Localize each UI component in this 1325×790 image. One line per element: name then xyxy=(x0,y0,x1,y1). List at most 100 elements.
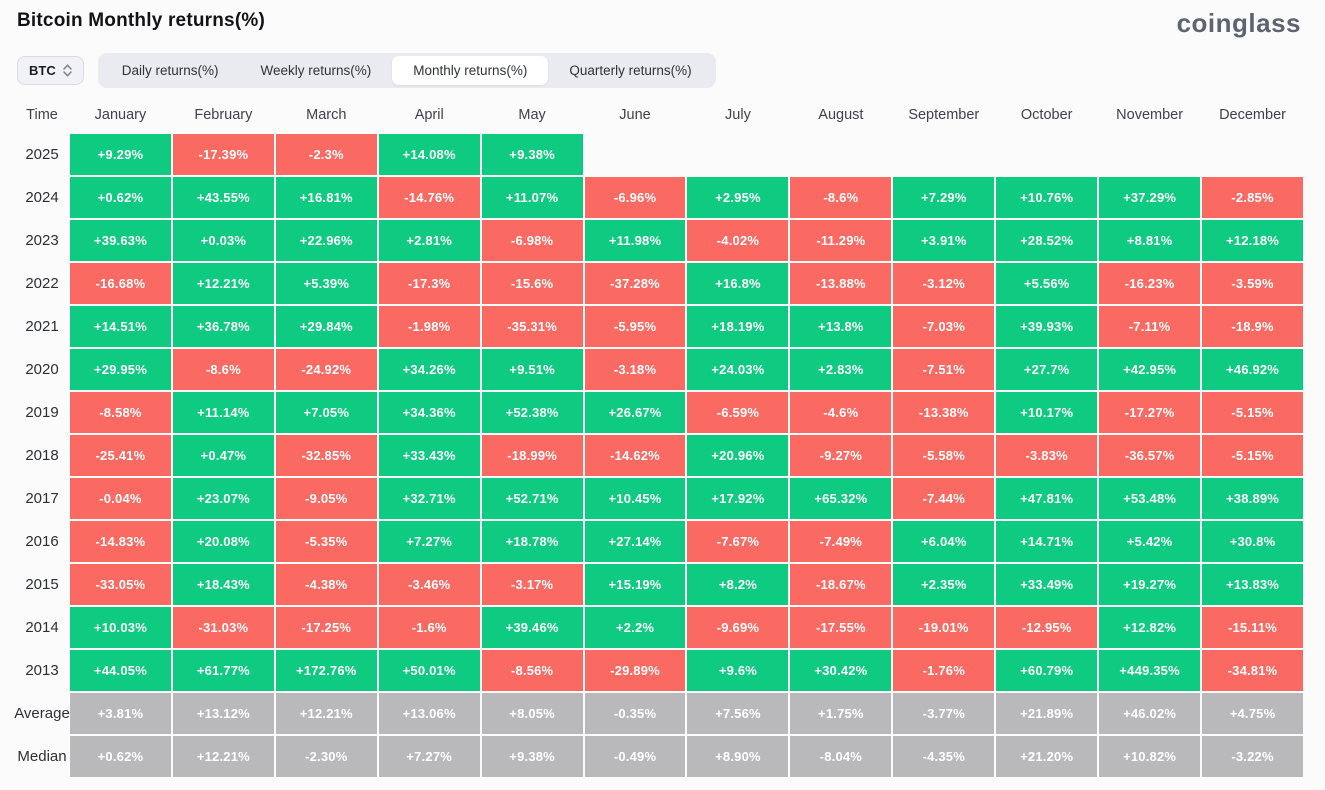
return-cell: +27.14% xyxy=(584,521,686,562)
return-cell: +27.7% xyxy=(996,349,1098,390)
return-cell: +12.21% xyxy=(172,736,274,777)
return-cell: +11.98% xyxy=(584,220,686,261)
empty-cell xyxy=(1099,134,1200,175)
return-cell: +10.03% xyxy=(70,607,171,648)
symbol-select[interactable]: BTC xyxy=(17,56,84,85)
return-cell: +7.05% xyxy=(275,392,377,433)
return-cell: +8.2% xyxy=(687,564,789,605)
tab-daily-returns[interactable]: Daily returns(%) xyxy=(101,56,240,85)
coinglass-logo[interactable]: coinglass xyxy=(1176,8,1301,38)
tab-quarterly-returns[interactable]: Quarterly returns(%) xyxy=(548,56,712,85)
return-cell: -3.17% xyxy=(481,564,583,605)
return-cell: +29.84% xyxy=(275,306,377,347)
return-cell: -3.83% xyxy=(996,435,1098,476)
return-cell: +7.27% xyxy=(378,521,480,562)
row-label-2021: 2021 xyxy=(25,318,59,335)
return-cell: -16.68% xyxy=(70,263,171,304)
return-cell: +11.07% xyxy=(481,177,583,218)
return-cell: +46.02% xyxy=(1099,693,1201,734)
return-cell: +0.47% xyxy=(172,435,274,476)
return-cell: -3.18% xyxy=(584,349,686,390)
return-cell: -36.57% xyxy=(1099,435,1201,476)
return-cell: -37.28% xyxy=(584,263,686,304)
return-cell: +7.29% xyxy=(893,177,995,218)
return-cell: +13.83% xyxy=(1202,564,1303,605)
return-cell: +38.89% xyxy=(1202,478,1303,519)
return-cell: +12.18% xyxy=(1202,220,1303,261)
return-cell: -5.95% xyxy=(584,306,686,347)
return-cell: -2.30% xyxy=(275,736,377,777)
return-cell: -2.85% xyxy=(1202,177,1303,218)
return-cell: +2.83% xyxy=(790,349,892,390)
return-cell: +10.17% xyxy=(996,392,1098,433)
return-cell: -8.6% xyxy=(172,349,274,390)
return-cell: +28.52% xyxy=(996,220,1098,261)
tab-weekly-returns[interactable]: Weekly returns(%) xyxy=(240,56,393,85)
return-cell: +60.79% xyxy=(996,650,1098,691)
tab-group: Daily returns(%) Weekly returns(%) Monthly… xyxy=(97,53,716,88)
return-cell: -1.76% xyxy=(893,650,995,691)
column-header-july: July xyxy=(725,107,751,123)
return-cell: +50.01% xyxy=(378,650,480,691)
column-header-time: Time xyxy=(26,107,58,123)
row-label-2023: 2023 xyxy=(25,232,59,249)
return-cell: -17.25% xyxy=(275,607,377,648)
row-label-2025: 2025 xyxy=(25,146,59,163)
return-cell: -14.76% xyxy=(378,177,480,218)
return-cell: +18.19% xyxy=(687,306,789,347)
return-cell: -7.49% xyxy=(790,521,892,562)
row-label-2024: 2024 xyxy=(25,189,59,206)
return-cell: -18.99% xyxy=(481,435,583,476)
return-cell: +22.96% xyxy=(275,220,377,261)
return-cell: +37.29% xyxy=(1099,177,1201,218)
return-cell: -15.11% xyxy=(1202,607,1303,648)
return-cell: -13.38% xyxy=(893,392,995,433)
topbar: Bitcoin Monthly returns(%) coinglass xyxy=(0,0,1325,36)
return-cell: -13.88% xyxy=(790,263,892,304)
return-cell: -4.38% xyxy=(275,564,377,605)
row-label-2020: 2020 xyxy=(25,361,59,378)
column-header-december: December xyxy=(1219,107,1286,123)
return-cell: -32.85% xyxy=(275,435,377,476)
return-cell: -3.59% xyxy=(1202,263,1303,304)
return-cell: +32.71% xyxy=(378,478,480,519)
return-cell: +5.42% xyxy=(1099,521,1201,562)
return-cell: -6.98% xyxy=(481,220,583,261)
column-header-september: September xyxy=(908,107,980,123)
return-cell: -3.22% xyxy=(1202,736,1303,777)
return-cell: -17.27% xyxy=(1099,392,1201,433)
return-cell: -6.59% xyxy=(687,392,789,433)
return-cell: -12.95% xyxy=(996,607,1098,648)
return-cell: +53.48% xyxy=(1099,478,1201,519)
return-cell: +16.8% xyxy=(687,263,789,304)
return-cell: -8.58% xyxy=(70,392,171,433)
return-cell: -17.3% xyxy=(378,263,480,304)
column-header-june: June xyxy=(619,107,651,123)
return-cell: +47.81% xyxy=(996,478,1098,519)
return-cell: +10.82% xyxy=(1099,736,1201,777)
return-cell: -4.35% xyxy=(893,736,995,777)
return-cell: +2.81% xyxy=(378,220,480,261)
return-cell: +9.6% xyxy=(687,650,789,691)
return-cell: +34.36% xyxy=(378,392,480,433)
return-cell: +2.2% xyxy=(584,607,686,648)
return-cell: +65.32% xyxy=(790,478,892,519)
return-cell: +5.39% xyxy=(275,263,377,304)
return-cell: -5.35% xyxy=(275,521,377,562)
return-cell: -1.6% xyxy=(378,607,480,648)
column-header-february: February xyxy=(194,107,253,123)
return-cell: +0.62% xyxy=(70,177,171,218)
return-cell: +11.14% xyxy=(172,392,274,433)
return-cell: -0.35% xyxy=(584,693,686,734)
return-cell: +21.89% xyxy=(996,693,1098,734)
return-cell: +5.56% xyxy=(996,263,1098,304)
return-cell: +19.27% xyxy=(1099,564,1201,605)
tab-monthly-returns[interactable]: Monthly returns(%) xyxy=(392,56,549,85)
page-title: Bitcoin Monthly returns(%) xyxy=(17,10,265,31)
return-cell: +0.03% xyxy=(172,220,274,261)
return-cell: +13.06% xyxy=(378,693,480,734)
return-cell: +7.27% xyxy=(378,736,480,777)
return-cell: +12.21% xyxy=(275,693,377,734)
return-cell: +8.90% xyxy=(687,736,789,777)
return-cell: -0.04% xyxy=(70,478,171,519)
